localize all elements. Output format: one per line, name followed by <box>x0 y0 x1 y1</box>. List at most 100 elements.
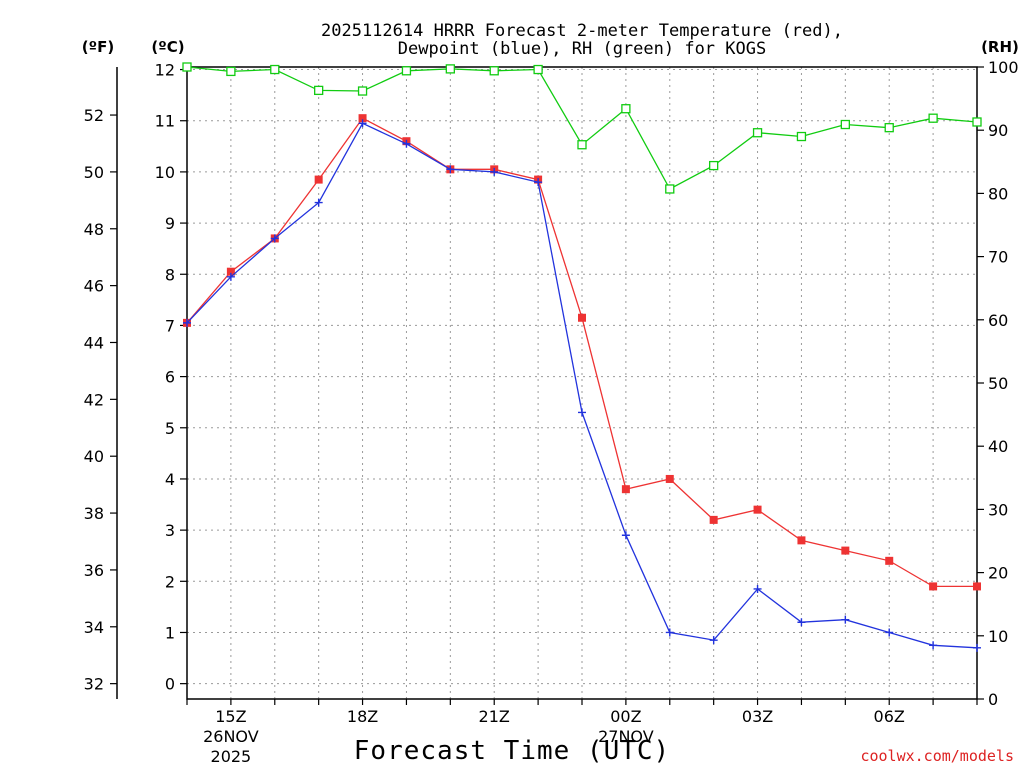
f-tick-label: 32 <box>84 675 104 694</box>
rh-point <box>665 184 675 194</box>
series-layer <box>182 62 982 652</box>
fahrenheit-unit-label: (ºF) <box>82 38 114 56</box>
plot-frame <box>186 66 978 700</box>
dewpoint-point <box>621 531 630 540</box>
x-tick-label: 03Z <box>742 707 773 726</box>
dewpoint-point <box>753 584 762 593</box>
rh-point <box>533 64 543 75</box>
c-tick-label: 4 <box>165 470 175 489</box>
c-tick-label: 10 <box>155 163 175 182</box>
rh-point <box>577 140 587 150</box>
rh-tick-label: 100 <box>988 58 1019 77</box>
x-tick-year: 2025 <box>211 747 252 766</box>
rh-point <box>972 117 982 127</box>
dewpoint-point <box>402 139 411 148</box>
rh-point <box>401 66 412 76</box>
rh-tick-label: 50 <box>988 374 1008 393</box>
dewpoint-point <box>534 178 543 187</box>
rh-tick-label: 30 <box>988 500 1008 519</box>
credit-link[interactable]: coolwx.com/models <box>860 747 1014 765</box>
dewpoint-point <box>885 628 894 637</box>
dewpoint-point <box>973 643 981 652</box>
f-tick-label: 46 <box>84 277 104 296</box>
rh-point <box>270 64 280 75</box>
x-tick-label: 18Z <box>347 707 378 726</box>
rh-tick-label: 0 <box>988 690 998 709</box>
rh-tick-label: 60 <box>988 311 1008 330</box>
rh-point <box>928 113 938 123</box>
chart-title-line2: Dewpoint (blue), RH (green) for KOGS <box>398 39 766 59</box>
f-tick-label: 38 <box>84 504 104 523</box>
rh-point <box>357 86 368 96</box>
rh-point <box>709 160 719 171</box>
dewpoint-point <box>929 641 938 650</box>
f-tick-label: 44 <box>84 333 104 352</box>
temperature-point <box>973 582 981 591</box>
rh-point <box>796 131 807 142</box>
f-tick-label: 48 <box>84 220 104 239</box>
rh-point <box>445 64 455 74</box>
tick-labels: 0123456789101112323436384042444648505201… <box>84 58 1019 766</box>
rh-point <box>621 104 631 114</box>
f-tick-label: 40 <box>84 447 104 466</box>
c-tick-label: 12 <box>155 61 175 80</box>
dewpoint-point <box>358 119 367 128</box>
temperature-point <box>226 267 235 276</box>
c-tick-label: 8 <box>165 265 175 284</box>
axes <box>110 66 984 705</box>
rh-tick-label: 20 <box>988 564 1008 583</box>
f-tick-label: 50 <box>84 163 104 182</box>
rh-point <box>182 62 192 72</box>
c-tick-label: 11 <box>155 112 175 131</box>
c-tick-label: 9 <box>165 214 175 233</box>
rh-tick-label: 80 <box>988 184 1008 203</box>
c-tick-label: 6 <box>165 368 175 387</box>
rh-point <box>489 66 499 76</box>
rh-point <box>884 123 894 133</box>
c-tick-label: 0 <box>165 675 175 694</box>
rh-point <box>314 85 324 96</box>
celsius-unit-label: (ºC) <box>151 38 184 56</box>
x-tick-label: 21Z <box>479 707 510 726</box>
dewpoint-point <box>270 234 279 243</box>
temperature-point <box>578 313 586 322</box>
dewpoint-point <box>578 408 586 417</box>
chart-title-line1: 2025112614 HRRR Forecast 2-meter Tempera… <box>321 21 843 41</box>
temperature-point <box>841 546 850 555</box>
dewpoint-point <box>709 636 718 645</box>
temperature-point <box>314 175 323 184</box>
f-tick-label: 34 <box>84 618 104 637</box>
temperature-point <box>358 114 367 123</box>
f-tick-label: 42 <box>84 390 104 409</box>
temperature-point <box>621 485 630 494</box>
dewpoint-point <box>665 628 674 637</box>
x-axis-title: Forecast Time (UTC) <box>354 736 670 766</box>
x-tick-label: 15Z <box>215 707 246 726</box>
c-tick-label: 7 <box>165 316 175 335</box>
x-tick-label: 00Z <box>610 707 641 726</box>
rh-unit-label: (RH) <box>981 38 1019 56</box>
x-tick-date: 27NOV <box>598 727 654 746</box>
temperature-point <box>929 582 938 591</box>
temperature-point <box>753 505 762 514</box>
c-tick-label: 1 <box>165 623 175 642</box>
temperature-point <box>885 556 894 565</box>
c-tick-label: 3 <box>165 521 175 540</box>
c-tick-label: 2 <box>165 572 175 591</box>
dewpoint-point <box>226 272 235 281</box>
dewpoint-point <box>797 618 806 627</box>
rh-tick-label: 40 <box>988 437 1008 456</box>
f-tick-label: 36 <box>84 561 104 580</box>
temperature-point <box>709 515 718 524</box>
rh-point <box>752 128 763 138</box>
dewpoint-point <box>841 615 850 624</box>
rh-point <box>226 66 236 77</box>
f-tick-label: 52 <box>84 106 104 125</box>
dewpoint-point <box>490 167 499 176</box>
c-tick-label: 5 <box>165 419 175 438</box>
x-tick-date: 26NOV <box>203 727 259 746</box>
rh-tick-label: 70 <box>988 248 1008 267</box>
dewpoint-point <box>314 198 323 207</box>
gridlines <box>186 67 978 699</box>
